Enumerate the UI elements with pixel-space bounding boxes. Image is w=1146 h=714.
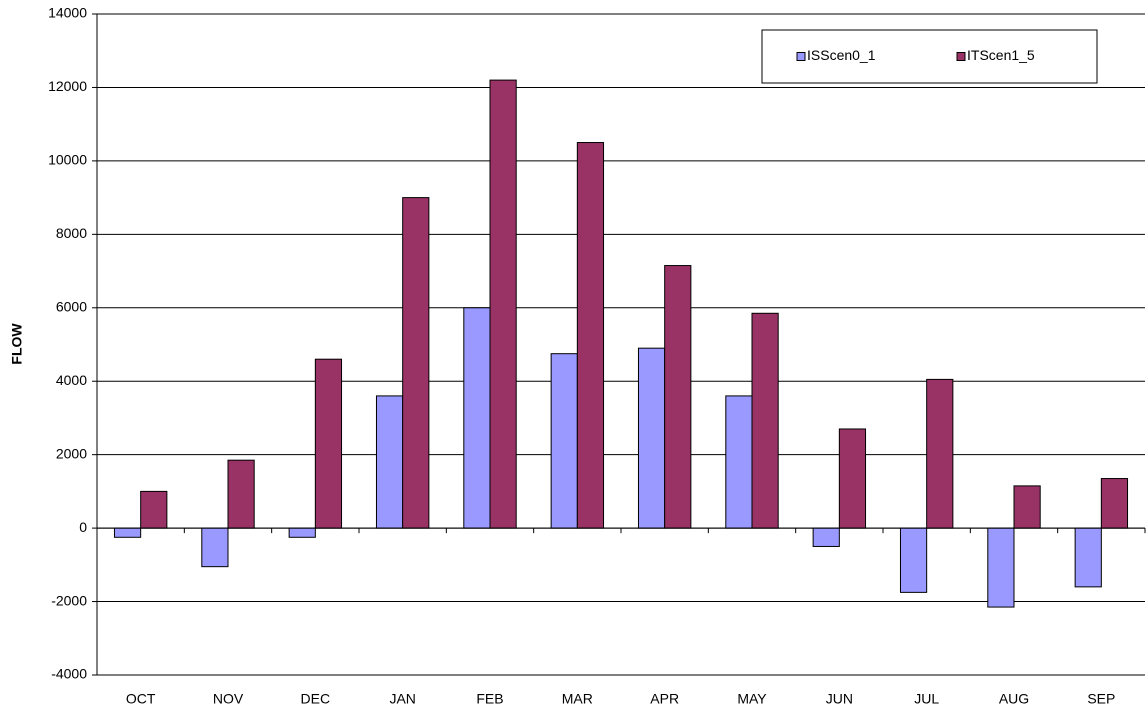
x-tick-label: FEB <box>476 691 503 707</box>
y-tick-label: -4000 <box>51 666 87 682</box>
bar <box>375 395 404 529</box>
x-tick-label: APR <box>650 691 679 707</box>
bar <box>987 527 1015 608</box>
bar <box>576 142 605 529</box>
bar <box>489 79 517 529</box>
bar <box>113 527 142 538</box>
y-tick-label: 6000 <box>56 298 87 314</box>
bar <box>550 353 578 529</box>
y-tick-label: 4000 <box>56 372 87 388</box>
bar <box>314 358 343 529</box>
bar <box>812 527 840 547</box>
bar <box>402 197 430 529</box>
x-tick-label: MAY <box>737 691 767 707</box>
legend-label: ITScen1_5 <box>967 47 1035 63</box>
x-tick-label: JUN <box>826 691 853 707</box>
bar <box>637 347 666 529</box>
bar <box>288 527 316 538</box>
legend-box <box>761 29 1098 84</box>
x-tick-label: SEP <box>1087 691 1115 707</box>
bar <box>664 265 692 529</box>
legend-swatch <box>956 52 966 61</box>
bar <box>725 395 753 529</box>
x-tick-label: NOV <box>213 691 244 707</box>
y-tick-label: 2000 <box>56 445 87 461</box>
bar <box>926 378 954 529</box>
legend-swatch <box>796 52 806 61</box>
bar <box>463 307 491 529</box>
bar <box>1100 478 1129 529</box>
y-tick-label: 12000 <box>48 78 87 94</box>
bar <box>899 527 928 593</box>
x-tick-label: JAN <box>389 691 415 707</box>
legend-label: ISScen0_1 <box>807 47 876 63</box>
bar <box>751 312 779 529</box>
y-axis-label: FLOW <box>9 323 25 365</box>
bar <box>838 428 867 529</box>
bar <box>1013 485 1041 529</box>
y-tick-label: 14000 <box>48 5 87 21</box>
y-tick-label: 0 <box>79 519 87 535</box>
y-tick-label: -2000 <box>51 592 87 608</box>
x-tick-label: OCT <box>126 691 156 707</box>
x-tick-label: DEC <box>301 691 331 707</box>
y-tick-label: 10000 <box>48 152 87 168</box>
y-tick-label: 8000 <box>56 225 87 241</box>
bar <box>227 459 255 529</box>
bar <box>140 490 168 529</box>
bar <box>1074 527 1102 588</box>
x-tick-label: AUG <box>999 691 1029 707</box>
bar <box>201 527 229 568</box>
x-tick-label: JUL <box>914 691 939 707</box>
x-tick-label: MAR <box>562 691 593 707</box>
